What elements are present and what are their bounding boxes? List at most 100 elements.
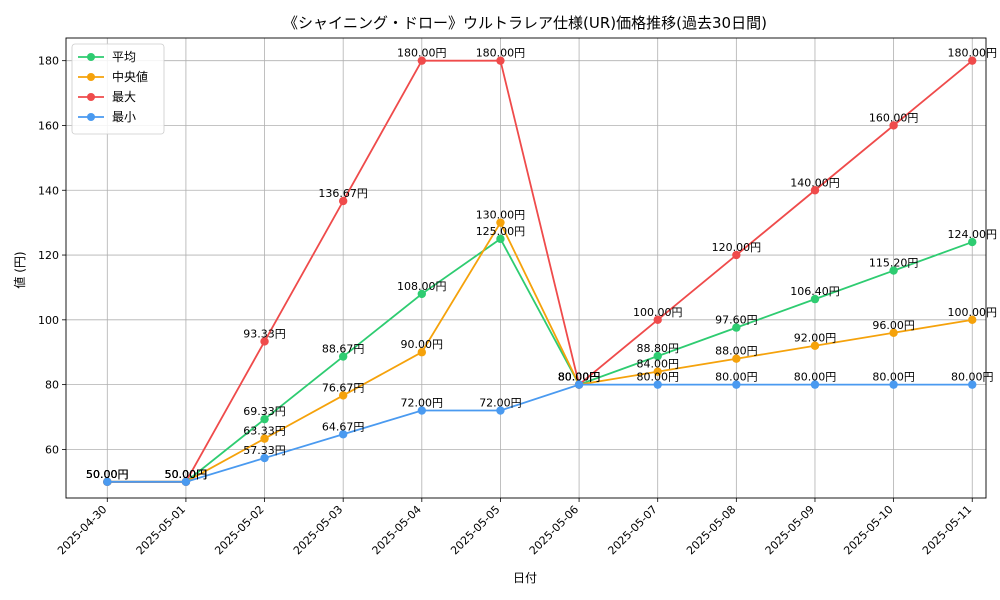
data-label: 72.00円 xyxy=(479,397,522,410)
data-point xyxy=(968,56,977,65)
data-point xyxy=(653,351,662,361)
data-label: 80.00円 xyxy=(558,371,601,384)
data-point xyxy=(338,196,348,206)
data-point xyxy=(810,341,820,350)
data-point xyxy=(338,430,348,439)
data-point xyxy=(260,453,269,463)
data-point xyxy=(732,250,741,260)
data-label: 97.60円 xyxy=(715,314,758,327)
data-label: 50.00円 xyxy=(86,468,129,481)
data-label: 125.00円 xyxy=(476,225,526,238)
data-point xyxy=(889,266,898,275)
y-tick-label: 60 xyxy=(45,443,59,456)
data-label: 88.00円 xyxy=(715,345,758,358)
series-1 xyxy=(103,218,977,487)
y-axis-label: 値 (円) xyxy=(12,251,27,288)
data-point xyxy=(417,289,427,299)
legend-swatch-marker xyxy=(87,73,95,81)
data-point xyxy=(574,380,584,389)
data-label: 96.00円 xyxy=(872,319,915,332)
data-label: 124.00円 xyxy=(947,228,997,241)
data-label: 80.00円 xyxy=(715,371,758,384)
grid xyxy=(66,38,986,498)
data-point xyxy=(968,237,977,247)
x-tick-label: 2025-05-02 xyxy=(212,503,266,557)
data-label: 88.80円 xyxy=(636,342,679,355)
x-tick-label: 2025-05-11 xyxy=(920,503,974,557)
x-tick-label: 2025-05-08 xyxy=(684,503,738,557)
x-tick-label: 2025-05-05 xyxy=(448,503,502,557)
data-label: 100.00円 xyxy=(633,306,683,319)
data-label: 93.33円 xyxy=(243,327,286,340)
x-tick-label: 2025-05-06 xyxy=(527,503,581,557)
data-label: 72.00円 xyxy=(401,397,444,410)
data-point xyxy=(653,380,662,389)
data-label: 180.00円 xyxy=(947,47,997,60)
data-point xyxy=(889,121,898,130)
data-label: 50.00円 xyxy=(165,468,208,481)
legend-label: 最大 xyxy=(112,90,136,104)
legend-swatch-marker xyxy=(87,53,95,61)
series-line xyxy=(107,220,973,483)
data-label: 84.00円 xyxy=(636,358,679,371)
data-label: 50.00円 xyxy=(86,468,129,481)
data-label: 108.00円 xyxy=(397,280,447,293)
data-point xyxy=(181,477,191,487)
data-labels: 50.00円 50.00円 69.33円 88.67円 108.00円 125.00円 80… xyxy=(86,47,997,481)
data-label: 90.00円 xyxy=(401,338,444,351)
data-label: 115.20円 xyxy=(869,257,919,270)
data-label: 180.00円 xyxy=(476,47,526,60)
data-point xyxy=(732,354,741,363)
data-label: 76.67円 xyxy=(322,381,365,394)
data-point xyxy=(417,406,427,415)
x-axis-label: 日付 xyxy=(513,571,537,585)
data-point xyxy=(260,414,269,424)
data-point xyxy=(889,380,898,389)
x-tick-label: 2025-05-09 xyxy=(763,503,817,557)
data-point xyxy=(496,56,505,65)
data-point xyxy=(653,315,662,325)
data-label: 92.00円 xyxy=(794,332,837,345)
data-point xyxy=(417,348,427,357)
data-point xyxy=(338,352,348,361)
y-tick-label: 180 xyxy=(38,55,59,68)
data-label: 80.00円 xyxy=(872,371,915,384)
data-label: 57.33円 xyxy=(243,444,286,457)
series-line xyxy=(107,383,973,483)
data-label: 69.33円 xyxy=(243,405,286,418)
series-line xyxy=(107,237,973,483)
data-label: 80.00円 xyxy=(636,371,679,384)
data-label: 50.00円 xyxy=(165,468,208,481)
data-point xyxy=(496,218,505,227)
data-label: 50.00円 xyxy=(86,468,129,481)
data-label: 80.00円 xyxy=(794,371,837,384)
data-label: 50.00円 xyxy=(165,468,208,481)
x-tick-label: 2025-05-03 xyxy=(291,503,345,557)
legend-swatch-marker xyxy=(87,93,95,101)
data-point xyxy=(889,328,898,337)
data-point xyxy=(103,477,112,487)
y-tick-label: 120 xyxy=(38,249,59,262)
data-point xyxy=(968,380,977,389)
data-label: 50.00円 xyxy=(165,468,208,481)
data-label: 50.00円 xyxy=(86,468,129,481)
data-label: 63.33円 xyxy=(243,425,286,438)
x-tick-label: 2025-05-01 xyxy=(134,503,188,557)
data-label: 88.67円 xyxy=(322,343,365,356)
data-label: 136.67円 xyxy=(318,187,368,200)
data-label: 80.00円 xyxy=(558,371,601,384)
x-tick-label: 2025-05-04 xyxy=(370,503,424,557)
data-label: 160.00円 xyxy=(869,111,919,124)
data-point xyxy=(496,234,505,244)
series-line xyxy=(107,59,973,483)
data-label: 140.00円 xyxy=(790,176,840,189)
data-point xyxy=(810,294,820,304)
data-label: 80.00円 xyxy=(558,371,601,384)
data-label: 100.00円 xyxy=(947,306,997,319)
data-label: 64.67円 xyxy=(322,420,365,433)
chart-title: 《シャイニング・ドロー》ウルトラレア仕様(UR)価格推移(過去30日間) xyxy=(283,14,767,32)
data-label: 106.40円 xyxy=(790,285,840,298)
y-tick-label: 80 xyxy=(45,379,59,392)
